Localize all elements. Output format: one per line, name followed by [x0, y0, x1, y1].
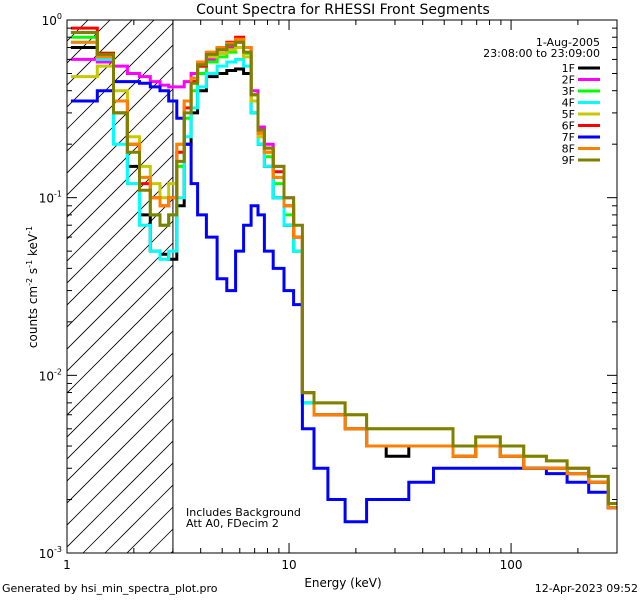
y-label-text: counts cm [26, 286, 40, 348]
hatch-line [67, 20, 111, 64]
legend-label-8F: 8F [562, 143, 575, 156]
chart-title: Count Spectra for RHESSI Front Segments [196, 2, 490, 18]
y-label-text: s [26, 268, 40, 278]
x-tick-labels: 1 10 100 [63, 558, 522, 572]
attenuator-hatch-region [0, 0, 617, 553]
series-layer [70, 26, 617, 524]
hatch-mask [172, 20, 617, 553]
x-tick-label: 1 [63, 558, 71, 572]
legend-label-7F: 7F [562, 131, 575, 144]
footer-generated-by: Generated by hsi_min_spectra_plot.pro [2, 582, 218, 595]
legend-label-5F: 5F [562, 108, 575, 121]
series-line-9F [70, 31, 617, 505]
hatch-line [0, 0, 89, 553]
legend-label-3F: 3F [562, 85, 575, 98]
legend-label-9F: 9F [562, 154, 575, 167]
plot-frame [66, 19, 618, 554]
legend-label-6F: 6F [562, 120, 575, 133]
y-tick-label: 10-3 [39, 545, 62, 561]
x-tick-label: 10 [281, 558, 296, 572]
x-tick-label: 100 [500, 558, 523, 572]
hatch-line [67, 20, 177, 130]
x-axis-label: Energy (keV) [304, 576, 381, 590]
y-tick-label: 100 [42, 12, 62, 28]
annotation-background: Includes Background [186, 506, 301, 519]
y-axis-label: counts cm-2 s-1 keV-1 [25, 226, 40, 348]
y-label-text: keV [26, 233, 40, 260]
hatch-line [0, 0, 111, 553]
legend-label-2F: 2F [562, 74, 575, 87]
footer-timestamp: 12-Apr-2023 09:52 [534, 582, 638, 595]
y-label-exp: -1 [25, 260, 34, 268]
hatch-line [67, 20, 155, 108]
y-tick-label: 10-1 [39, 190, 62, 206]
series-line-7F [70, 80, 617, 524]
legend: 1-Aug-2005 23:08:00 to 23:09:00 1F2F3F4F… [483, 36, 600, 167]
y-label-exp: -2 [25, 278, 34, 286]
axis-ticks [66, 19, 618, 554]
legend-label-4F: 4F [562, 97, 575, 110]
y-label-exp: -1 [25, 226, 34, 234]
y-tick-label: 10-2 [39, 367, 62, 383]
hatch-line [67, 20, 199, 152]
legend-date: 1-Aug-2005 [536, 36, 600, 49]
legend-time-range: 23:08:00 to 23:09:00 [483, 47, 600, 60]
legend-label-1F: 1F [562, 62, 575, 75]
annotation-attenuator: Att A0, FDecim 2 [186, 517, 279, 530]
y-tick-labels: 10-3 10-2 10-1 100 [39, 12, 62, 561]
